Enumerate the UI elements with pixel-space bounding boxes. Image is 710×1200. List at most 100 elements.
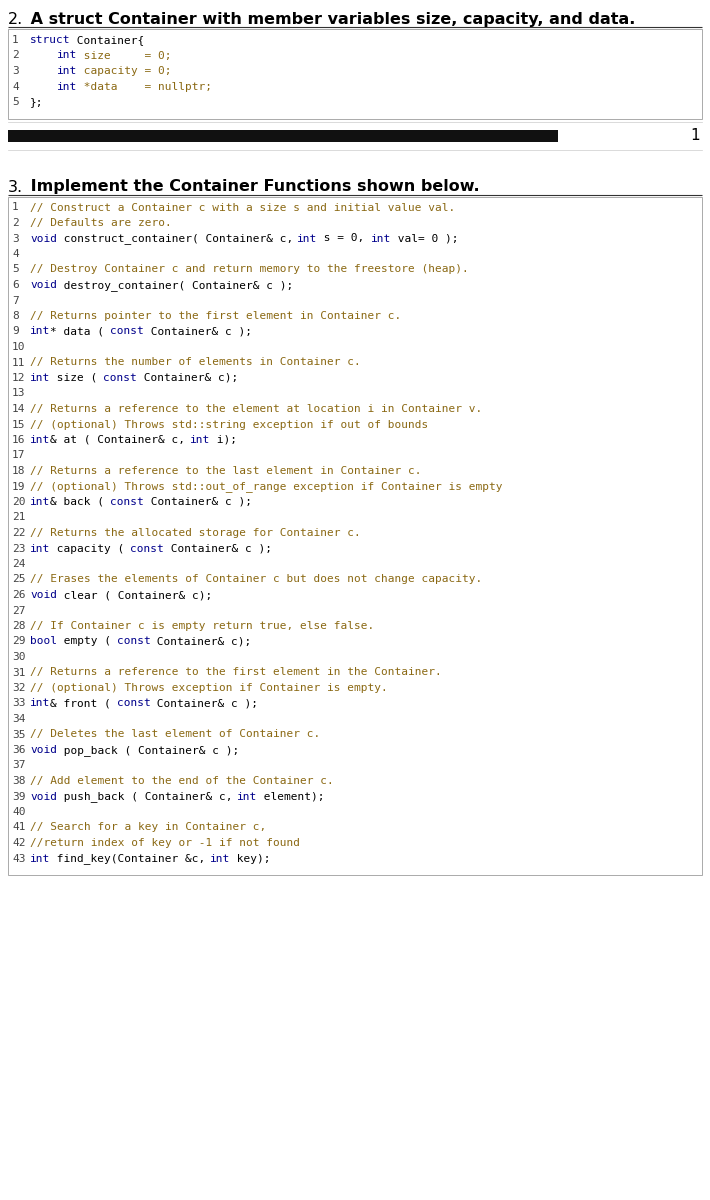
Text: void: void xyxy=(30,590,57,600)
Text: 35: 35 xyxy=(12,730,26,739)
Text: 42: 42 xyxy=(12,838,26,848)
Text: val= 0 );: val= 0 ); xyxy=(391,234,458,244)
Text: 14: 14 xyxy=(12,404,26,414)
Text: 9: 9 xyxy=(12,326,18,336)
Text: void: void xyxy=(30,745,57,755)
Text: int: int xyxy=(237,792,257,802)
Text: key);: key); xyxy=(230,853,271,864)
Text: & front (: & front ( xyxy=(50,698,118,708)
Text: 17: 17 xyxy=(12,450,26,461)
Text: Container& c );: Container& c ); xyxy=(151,698,258,708)
Text: size     = 0;: size = 0; xyxy=(77,50,171,60)
Text: construct_container( Container& c,: construct_container( Container& c, xyxy=(57,234,300,245)
Text: 18: 18 xyxy=(12,466,26,476)
Text: 30: 30 xyxy=(12,652,26,662)
Text: 33: 33 xyxy=(12,698,26,708)
Text: // Deletes the last element of Container c.: // Deletes the last element of Container… xyxy=(30,730,320,739)
Text: // Returns the number of elements in Container c.: // Returns the number of elements in Con… xyxy=(30,358,361,367)
Text: size (: size ( xyxy=(50,373,104,383)
Text: & at ( Container& c,: & at ( Container& c, xyxy=(50,434,192,445)
Text: // Returns pointer to the first element in Container c.: // Returns pointer to the first element … xyxy=(30,311,401,320)
Text: 32: 32 xyxy=(12,683,26,692)
Text: struct: struct xyxy=(30,35,70,44)
Text: 3: 3 xyxy=(12,234,18,244)
Text: int: int xyxy=(30,373,50,383)
Text: int: int xyxy=(30,434,50,445)
Text: int: int xyxy=(30,326,50,336)
Text: // Returns the allocated storage for Container c.: // Returns the allocated storage for Con… xyxy=(30,528,361,538)
Text: // (optional) Throws exception if Container is empty.: // (optional) Throws exception if Contai… xyxy=(30,683,388,692)
Text: 43: 43 xyxy=(12,853,26,864)
Text: push_back ( Container& c,: push_back ( Container& c, xyxy=(57,792,239,803)
Text: 41: 41 xyxy=(12,822,26,833)
Text: 40: 40 xyxy=(12,806,26,817)
Text: 37: 37 xyxy=(12,761,26,770)
Text: 2.: 2. xyxy=(8,12,23,26)
Text: 8: 8 xyxy=(12,311,18,320)
Bar xyxy=(8,29,702,119)
Text: void: void xyxy=(30,280,57,290)
Text: int: int xyxy=(297,234,317,244)
Text: 5: 5 xyxy=(12,97,18,107)
Text: 29: 29 xyxy=(12,636,26,647)
Text: 4: 4 xyxy=(12,248,18,259)
Text: 3.: 3. xyxy=(8,180,23,194)
Text: find_key(Container &c,: find_key(Container &c, xyxy=(50,853,212,864)
Text: int: int xyxy=(57,50,77,60)
Text: 4: 4 xyxy=(12,82,18,91)
Text: 28: 28 xyxy=(12,622,26,631)
Text: * data (: * data ( xyxy=(50,326,111,336)
Text: 2: 2 xyxy=(12,50,18,60)
Text: 22: 22 xyxy=(12,528,26,538)
Text: const: const xyxy=(117,698,151,708)
Text: 3: 3 xyxy=(12,66,18,76)
Text: element);: element); xyxy=(257,792,324,802)
Text: void: void xyxy=(30,792,57,802)
Text: capacity (: capacity ( xyxy=(50,544,131,553)
Text: // Destroy Container c and return memory to the freestore (heap).: // Destroy Container c and return memory… xyxy=(30,264,469,275)
Text: 27: 27 xyxy=(12,606,26,616)
Text: // (optional) Throws std::string exception if out of bounds: // (optional) Throws std::string excepti… xyxy=(30,420,428,430)
Text: 25: 25 xyxy=(12,575,26,584)
Text: destroy_container( Container& c );: destroy_container( Container& c ); xyxy=(57,280,293,290)
Text: int: int xyxy=(30,497,50,506)
Text: 1: 1 xyxy=(12,203,18,212)
Text: const: const xyxy=(104,373,137,383)
Text: 11: 11 xyxy=(12,358,26,367)
Text: & back (: & back ( xyxy=(50,497,111,506)
Text: 12: 12 xyxy=(12,373,26,383)
Text: 20: 20 xyxy=(12,497,26,506)
Text: Container{: Container{ xyxy=(70,35,144,44)
Text: // Defaults are zero.: // Defaults are zero. xyxy=(30,218,172,228)
Text: // Add element to the end of the Container c.: // Add element to the end of the Contain… xyxy=(30,776,334,786)
Text: };: }; xyxy=(30,97,43,107)
Text: 1: 1 xyxy=(12,35,18,44)
Text: Implement the Container Functions shown below.: Implement the Container Functions shown … xyxy=(25,180,480,194)
Text: const: const xyxy=(130,544,164,553)
Text: 23: 23 xyxy=(12,544,26,553)
Text: Container& c);: Container& c); xyxy=(137,373,238,383)
Text: int: int xyxy=(30,698,50,708)
Text: // Returns a reference to the last element in Container c.: // Returns a reference to the last eleme… xyxy=(30,466,422,476)
Text: // If Container c is empty return true, else false.: // If Container c is empty return true, … xyxy=(30,622,374,631)
Text: const: const xyxy=(110,326,144,336)
Text: A struct Container with member variables size, capacity, and data.: A struct Container with member variables… xyxy=(25,12,635,26)
Text: Container& c );: Container& c ); xyxy=(143,326,251,336)
Text: const: const xyxy=(110,497,144,506)
Text: int: int xyxy=(57,66,77,76)
Text: int: int xyxy=(190,434,211,445)
Text: 1: 1 xyxy=(690,128,700,143)
Text: 15: 15 xyxy=(12,420,26,430)
Text: 36: 36 xyxy=(12,745,26,755)
Text: 39: 39 xyxy=(12,792,26,802)
Text: int: int xyxy=(30,544,50,553)
Text: int: int xyxy=(57,82,77,91)
Text: *data    = nullptr;: *data = nullptr; xyxy=(77,82,212,91)
Text: 13: 13 xyxy=(12,389,26,398)
Text: 38: 38 xyxy=(12,776,26,786)
Text: // Erases the elements of Container c but does not change capacity.: // Erases the elements of Container c bu… xyxy=(30,575,482,584)
Text: //return index of key or -1 if not found: //return index of key or -1 if not found xyxy=(30,838,300,848)
Text: // Returns a reference to the first element in the Container.: // Returns a reference to the first elem… xyxy=(30,667,442,678)
Text: capacity = 0;: capacity = 0; xyxy=(77,66,171,76)
Text: 31: 31 xyxy=(12,667,26,678)
